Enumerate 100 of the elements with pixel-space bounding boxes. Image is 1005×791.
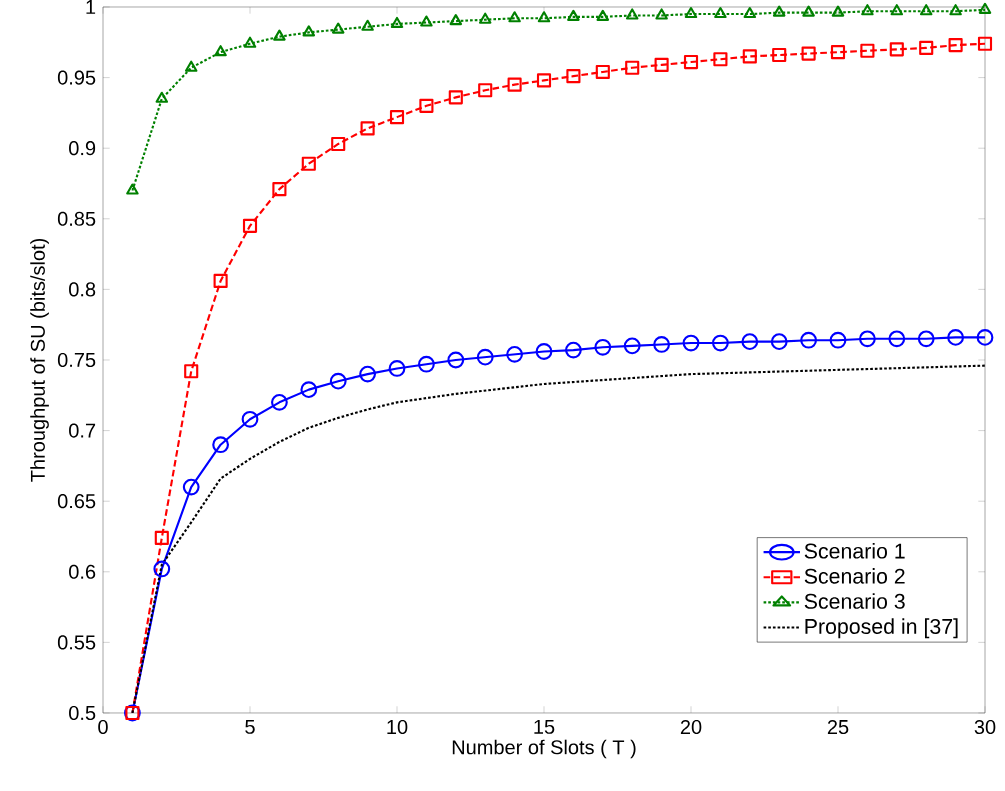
y-tick-label: 0.6 bbox=[69, 564, 96, 579]
legend-label: Scenario 2 bbox=[804, 568, 905, 584]
point bbox=[478, 12, 492, 24]
point bbox=[654, 57, 669, 72]
point bbox=[212, 436, 230, 454]
point bbox=[947, 328, 965, 346]
y-tick-label: 1 bbox=[86, 0, 96, 14]
y-tick-label: 0.55 bbox=[57, 635, 96, 650]
point bbox=[565, 341, 582, 359]
point bbox=[741, 333, 759, 351]
point bbox=[802, 5, 815, 17]
point bbox=[712, 334, 729, 352]
y-tick-label: 0.95 bbox=[57, 70, 96, 85]
point bbox=[184, 60, 198, 72]
point bbox=[653, 336, 671, 353]
point bbox=[478, 83, 493, 98]
point bbox=[508, 11, 521, 23]
point bbox=[977, 36, 993, 51]
x-tick-label: 30 bbox=[974, 719, 996, 735]
point bbox=[976, 328, 994, 346]
point bbox=[623, 337, 641, 355]
point bbox=[448, 90, 463, 105]
point bbox=[625, 8, 639, 20]
point bbox=[360, 121, 375, 136]
point bbox=[388, 360, 406, 377]
point bbox=[889, 42, 904, 57]
y-axis-title: Throughput of SU (bits/slot) bbox=[30, 238, 49, 482]
x-tick-label: 0 bbox=[98, 719, 108, 735]
x-axis-title: Number of Slots ( T ) bbox=[452, 739, 636, 759]
point bbox=[301, 156, 316, 171]
point bbox=[126, 183, 139, 195]
y-tick-label: 0.7 bbox=[69, 423, 96, 438]
point bbox=[507, 77, 522, 92]
point bbox=[890, 4, 904, 16]
point bbox=[331, 22, 345, 34]
point bbox=[625, 60, 640, 75]
point bbox=[917, 330, 935, 348]
legend-label: Scenario 1 bbox=[804, 542, 905, 559]
point bbox=[506, 345, 524, 363]
point bbox=[447, 351, 465, 369]
point bbox=[214, 45, 227, 57]
point bbox=[537, 11, 551, 23]
point bbox=[300, 381, 318, 399]
legend-label: Proposed in [37] bbox=[805, 618, 958, 639]
point bbox=[302, 25, 316, 37]
point bbox=[888, 330, 906, 348]
point bbox=[772, 5, 786, 17]
point bbox=[829, 331, 847, 349]
point bbox=[714, 6, 727, 19]
point bbox=[713, 52, 728, 67]
y-tick-label: 0.85 bbox=[57, 211, 96, 226]
x-tick-label: 15 bbox=[534, 719, 555, 734]
point bbox=[566, 69, 581, 84]
point bbox=[830, 45, 846, 60]
x-tick-label: 25 bbox=[827, 719, 849, 735]
point bbox=[184, 364, 199, 379]
point bbox=[770, 333, 788, 351]
point bbox=[536, 73, 552, 88]
y-tick-label: 0.75 bbox=[57, 352, 96, 368]
point bbox=[684, 6, 698, 19]
point bbox=[800, 331, 818, 349]
point bbox=[359, 365, 377, 383]
point bbox=[535, 343, 553, 360]
point bbox=[361, 19, 374, 31]
x-tick-label: 20 bbox=[680, 719, 702, 735]
point bbox=[594, 338, 612, 356]
point bbox=[213, 273, 228, 288]
point bbox=[243, 36, 257, 48]
point bbox=[418, 355, 435, 373]
legend-label: Scenario 3 bbox=[804, 593, 905, 609]
point bbox=[861, 4, 874, 16]
point bbox=[154, 530, 169, 545]
point bbox=[476, 348, 494, 366]
point bbox=[742, 49, 757, 64]
point bbox=[772, 47, 787, 63]
point bbox=[272, 182, 287, 197]
point bbox=[271, 393, 288, 411]
point bbox=[449, 14, 463, 26]
point bbox=[655, 8, 668, 20]
point bbox=[948, 38, 963, 53]
point bbox=[859, 330, 876, 348]
point bbox=[978, 2, 992, 14]
y-tick-label: 0.65 bbox=[57, 494, 96, 509]
point bbox=[596, 9, 610, 21]
point bbox=[420, 15, 433, 27]
point bbox=[743, 6, 757, 19]
y-tick-label: 0.5 bbox=[69, 705, 96, 721]
point bbox=[831, 5, 845, 17]
point bbox=[683, 54, 699, 70]
point bbox=[919, 4, 933, 16]
point bbox=[241, 410, 259, 428]
point bbox=[331, 136, 346, 152]
point bbox=[389, 110, 405, 125]
x-tick-label: 10 bbox=[387, 719, 408, 735]
point bbox=[682, 334, 700, 352]
point bbox=[595, 64, 610, 80]
point bbox=[919, 40, 934, 56]
y-tick-label: 0.8 bbox=[69, 282, 96, 297]
point bbox=[273, 29, 286, 41]
point bbox=[419, 98, 434, 113]
